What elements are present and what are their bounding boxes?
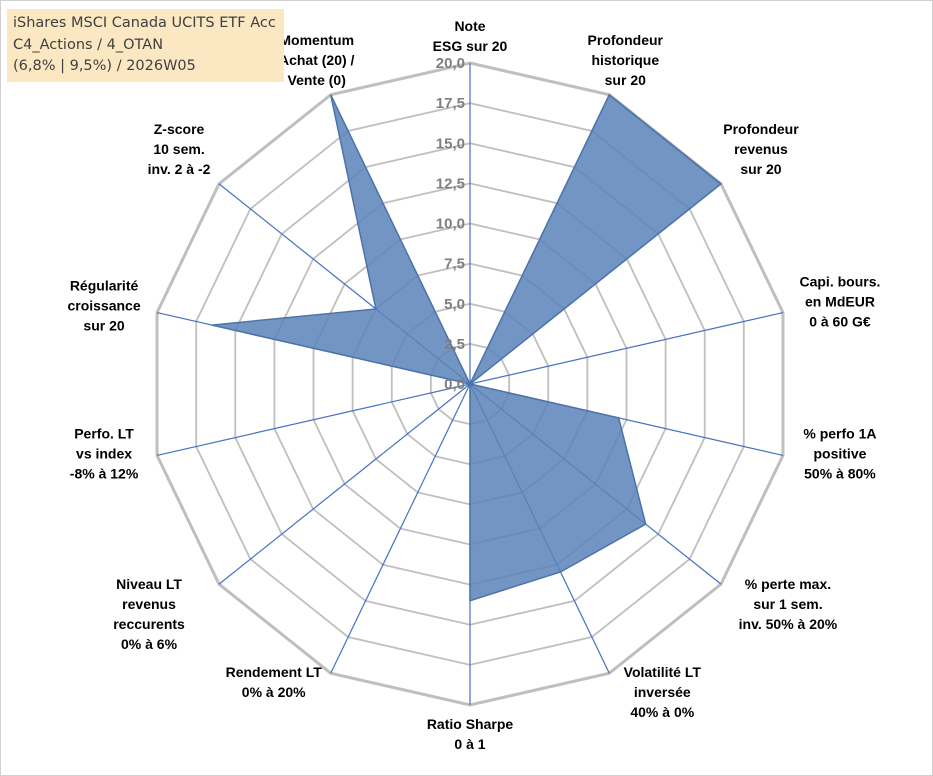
- axis-spoke: [218, 383, 471, 585]
- series-area: [211, 93, 723, 602]
- axis-label: Profondeur revenus sur 20: [723, 121, 799, 177]
- tick-label: 20,0: [436, 55, 465, 72]
- legend-stats: (6,8% | 9,5%) / 2026W05: [13, 58, 196, 74]
- axis-label: Volatilité LT inversée 40% à 0%: [624, 664, 702, 720]
- legend-fund-name: iShares MSCI Canada UCITS ETF Acc: [13, 15, 276, 31]
- tick-label: 7,5: [444, 256, 465, 273]
- tick-label: 0,0: [444, 376, 465, 393]
- tick-label: 10,0: [436, 216, 465, 233]
- axis-label: Ratio Sharpe 0 à 1: [427, 716, 514, 752]
- axis-label: Perfo. LT vs index -8% à 12%: [70, 425, 139, 481]
- axis-label: Rendement LT 0% à 20%: [226, 664, 323, 700]
- axis-label: % perte max. sur 1 sem. inv. 50% à 20%: [739, 576, 838, 632]
- axis-spoke: [469, 311, 784, 385]
- tick-label: 5,0: [444, 296, 465, 313]
- tick-label: 17,5: [436, 95, 465, 112]
- axis-label: % perfo 1A positive 50% à 80%: [803, 425, 876, 481]
- radar-series: [211, 93, 723, 602]
- tick-label: 15,0: [436, 135, 465, 152]
- tick-label: 12,5: [436, 175, 465, 192]
- axis-spoke: [330, 383, 471, 674]
- axis-labels: Note ESG sur 20 Profondeur historique sur 20…: [67, 18, 880, 752]
- axis-label: Note ESG sur 20: [433, 18, 508, 54]
- axis-label: Niveau LT revenus reccurents 0% à 6%: [113, 576, 185, 652]
- legend-category: C4_Actions / 4_OTAN: [13, 36, 164, 53]
- axis-label: Régularité croissance sur 20: [67, 278, 140, 334]
- legend-box: iShares MSCI Canada UCITS ETF Acc C4_Act…: [7, 9, 284, 82]
- axis-label: Capi. bours. en MdEUR 0 à 60 G€: [799, 274, 880, 330]
- axis-label: Momentum Achat (20) / Vente (0): [279, 32, 355, 88]
- radial-tick-labels: 0,0 2,5 5,0 7,5 10,0 12,5 15,0 17,5 20,0: [436, 55, 465, 393]
- axis-label: Profondeur historique sur 20: [588, 32, 664, 88]
- tick-label: 2,5: [444, 336, 465, 353]
- axis-spoke: [156, 383, 471, 457]
- axis-label: Z-score 10 sem. inv. 2 à -2: [148, 121, 211, 177]
